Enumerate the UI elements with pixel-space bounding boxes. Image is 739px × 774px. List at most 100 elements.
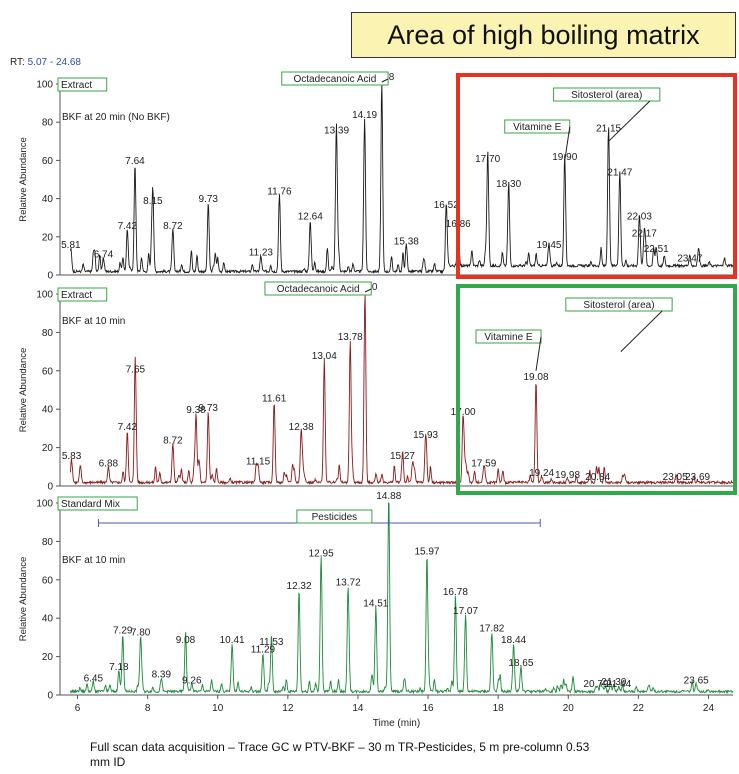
y-tick-label: 40 — [42, 614, 54, 625]
peak-label: 6.74 — [94, 250, 114, 261]
peak-label: 15.97 — [414, 547, 439, 558]
annotation-label: Vitamine E — [513, 122, 562, 133]
peak-label: 18.44 — [501, 635, 526, 646]
x-tick-label: 16 — [422, 703, 434, 714]
y-tick-label: 60 — [42, 575, 54, 586]
x-tick-label: 6 — [75, 703, 81, 714]
annotation-box — [281, 71, 389, 86]
annotation-leader — [535, 336, 542, 371]
peak-label: 8.39 — [152, 670, 172, 681]
peak-label: 14.19 — [352, 110, 377, 121]
peak-label: 8.72 — [163, 436, 183, 447]
peak-label: 20.84 — [585, 472, 610, 483]
peak-label: 11.29 — [251, 645, 276, 656]
chromatogram-trace — [70, 293, 734, 486]
peak-label: 9.08 — [176, 635, 196, 646]
peak-label: 9.73 — [199, 194, 219, 205]
y-tick-label: 0 — [47, 482, 53, 493]
x-tick-label: 12 — [282, 703, 294, 714]
peak-label: 17.59 — [471, 459, 496, 470]
peak-label: 15.38 — [394, 236, 419, 247]
rt-range-value: 5.07 - 24.68 — [27, 57, 81, 68]
pesticide-label-box — [296, 509, 373, 524]
peak-label: 19.08 — [523, 372, 548, 383]
peak-label: 22.03 — [627, 211, 652, 222]
x-tick-label: 14 — [352, 703, 364, 714]
peak-label: 6.45 — [84, 673, 104, 684]
y-tick-label: 100 — [36, 499, 53, 510]
peak-label: 23.69 — [685, 472, 710, 483]
peak-label: 14.88 — [376, 491, 401, 502]
y-tick-label: 80 — [42, 328, 54, 339]
peak-label: 13.72 — [336, 577, 361, 588]
y-tick-label: 80 — [42, 537, 54, 548]
peak-label: 16.78 — [443, 587, 468, 598]
peak-label: 17.70 — [475, 154, 500, 165]
peak-label: 15.93 — [413, 430, 438, 441]
peak-label: 19.98 — [555, 470, 580, 481]
y-axis-label: Relative Abundance — [18, 348, 29, 433]
annotation-box — [264, 281, 372, 296]
peak-label: 12.32 — [287, 581, 312, 592]
peak-label: 7.42 — [118, 221, 138, 232]
peak-label: 9.38 — [186, 405, 206, 416]
x-tick-label: 20 — [563, 703, 575, 714]
high-boiling-area-green-box — [456, 284, 737, 495]
y-tick-label: 60 — [42, 366, 54, 377]
y-axis-label: Relative Abundance — [18, 137, 29, 222]
panel-label-box — [57, 496, 138, 511]
peak-label: 18.30 — [496, 179, 521, 190]
rt-label: RT: — [10, 57, 25, 68]
y-tick-label: 0 — [47, 691, 53, 702]
chromatogram-trace — [70, 502, 734, 695]
figure-caption: Full scan data acquisition – Trace GC w … — [90, 740, 590, 769]
bkf-condition-label: BKF at 20 min (No BKF) — [62, 112, 170, 123]
peak-label: 11.53 — [259, 637, 284, 648]
peak-label: 23.65 — [684, 675, 709, 686]
retention-time-range: RT: 5.07 - 24.68 — [10, 57, 81, 68]
annotation-box — [504, 119, 571, 134]
peak-label: 21.30 — [601, 677, 626, 688]
chromatogram-trace — [70, 83, 734, 275]
annotation-label: Sitosterol (area) — [583, 300, 654, 311]
y-tick-label: 20 — [42, 232, 54, 243]
annotation-label: Octadecanoic Acid — [294, 74, 377, 85]
peak-label: 16.52 — [434, 200, 459, 211]
annotation-leader — [564, 126, 571, 161]
y-tick-label: 20 — [42, 652, 54, 663]
peak-label: 7.65 — [126, 365, 146, 376]
panel-label: Extract — [61, 290, 92, 301]
y-tick-label: 80 — [42, 118, 54, 129]
x-tick-label: 22 — [633, 703, 645, 714]
annotation-label: Sitosterol (area) — [571, 90, 642, 101]
panel-label-box — [57, 287, 108, 302]
annotation-leader — [620, 310, 663, 352]
annotation-leader — [608, 100, 651, 142]
y-tick-label: 60 — [42, 156, 54, 167]
peak-label: 22.17 — [632, 229, 657, 240]
x-tick-label: 24 — [703, 703, 715, 714]
peak-label: 12.95 — [309, 549, 334, 560]
peak-label: 23.47 — [677, 253, 702, 264]
peak-label: 17.00 — [451, 407, 476, 418]
high-boiling-matrix-banner: Area of high boiling matrix — [351, 12, 736, 58]
annotation-box — [553, 87, 661, 102]
peak-label: 11.76 — [267, 187, 292, 198]
peak-label: 11.61 — [262, 393, 287, 404]
peak-label: 18.65 — [508, 658, 533, 669]
panel-label: Standard Mix — [61, 499, 120, 510]
annotation-label: Vitamine E — [484, 332, 533, 343]
peak-label: 12.64 — [298, 211, 323, 222]
peak-label: 5.83 — [62, 451, 82, 462]
peak-label: 7.18 — [109, 662, 129, 673]
peak-label: 23.05 — [663, 472, 688, 483]
peak-label: 21.44 — [606, 679, 631, 690]
peak-label: 21.47 — [607, 168, 632, 179]
peak-label: 10.41 — [220, 635, 245, 646]
peak-label: 19.45 — [536, 240, 561, 251]
peak-label: 7.29 — [113, 625, 133, 636]
peak-label: 5.81 — [61, 240, 81, 251]
peak-label: 14.51 — [363, 599, 388, 610]
peak-label: 19.24 — [529, 468, 554, 479]
